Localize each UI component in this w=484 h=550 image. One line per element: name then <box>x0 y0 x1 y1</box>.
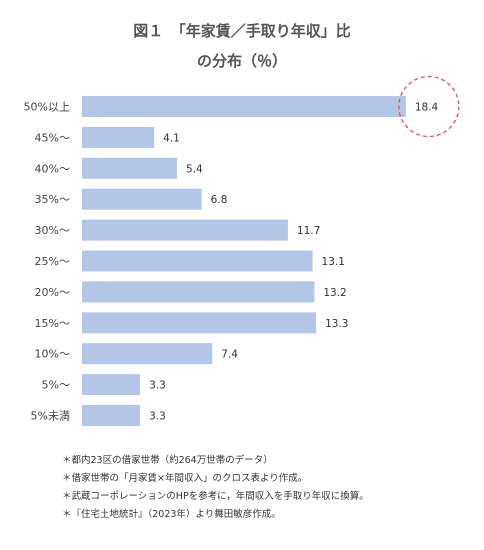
bar <box>82 281 315 303</box>
bar <box>82 405 141 426</box>
footnote: ＊都内23区の借家世帯（約264万世帯のデータ） <box>62 455 273 466</box>
value-label: 7.4 <box>221 349 238 361</box>
category-label: 20%〜 <box>35 286 70 299</box>
highlight-circle <box>398 75 460 138</box>
value-label: 11.7 <box>297 225 320 237</box>
bar <box>82 96 406 117</box>
value-label: 13.2 <box>323 287 346 299</box>
value-label: 13.3 <box>325 318 348 330</box>
footnote: ＊借家世帯の「月家賃×年間収入」のクロス表より作成。 <box>62 473 308 484</box>
bar <box>82 250 313 272</box>
bar <box>82 312 317 334</box>
category-label: 30%〜 <box>35 224 70 237</box>
footnotes: ＊都内23区の借家世帯（約264万世帯のデータ） ＊借家世帯の「月家賃×年間収入… <box>62 452 369 524</box>
chart-title-line2: の分布（％） <box>196 52 287 70</box>
category-label: 5%〜 <box>42 379 70 392</box>
category-label: 35%〜 <box>35 193 70 206</box>
value-label: 3.3 <box>149 411 166 423</box>
category-label: 10%〜 <box>35 348 70 361</box>
value-label: 5.4 <box>186 163 203 175</box>
bar <box>82 126 155 148</box>
bar <box>82 343 213 365</box>
chart-title-line1: 図１ 「年家賃／手取り年収」比 <box>133 22 351 40</box>
bar <box>82 188 202 210</box>
bar <box>82 219 288 241</box>
category-label: 25%〜 <box>35 255 70 268</box>
footnote: ＊武蔵コーポレーションのHPを参考に，年間収入を手取り年収に換算。 <box>62 491 369 502</box>
value-label: 4.1 <box>163 132 180 144</box>
value-label: 18.4 <box>415 102 439 114</box>
category-label: 15%〜 <box>35 317 70 330</box>
value-label: 3.3 <box>149 380 166 392</box>
value-label: 13.1 <box>322 256 345 268</box>
category-label: 40%〜 <box>35 162 70 175</box>
category-label: 45%〜 <box>35 131 70 144</box>
bar <box>82 157 178 179</box>
category-label: 50%以上 <box>24 101 70 114</box>
category-label: 5%未満 <box>31 410 70 423</box>
bar <box>82 374 141 396</box>
bar-chart: 50%以上 18.4 45%〜 4.1 40%〜 5.4 35%〜 6.8 30%〜 11.7 25… <box>24 75 460 426</box>
value-label: 6.8 <box>211 194 228 206</box>
footnote: ＊『住宅土地統計』（2023年）より舞田敏彦作成。 <box>62 509 281 520</box>
